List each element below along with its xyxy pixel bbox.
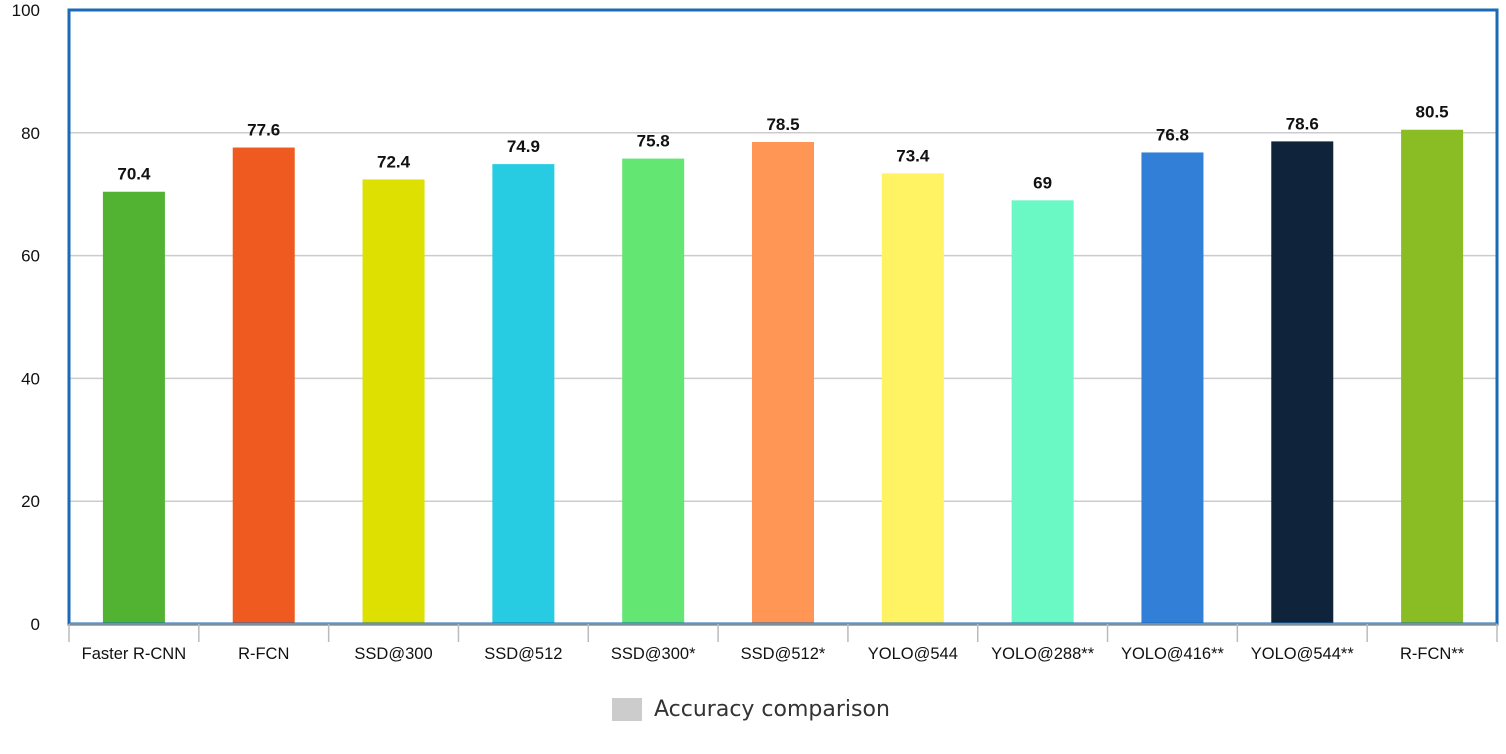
bar	[1011, 200, 1074, 624]
bar	[1141, 152, 1204, 624]
bar	[362, 179, 425, 625]
x-tick-label: R-FCN**	[1400, 645, 1465, 663]
x-tick-label: R-FCN	[238, 645, 289, 663]
data-label: 80.5	[1416, 103, 1449, 122]
data-label: 70.4	[117, 165, 151, 184]
y-tick-label: 40	[21, 369, 40, 388]
bar	[492, 164, 555, 624]
bar	[232, 147, 295, 624]
bar	[1271, 141, 1334, 624]
x-tick-label: SSD@300	[354, 645, 432, 663]
x-tick-label: SSD@512	[484, 645, 562, 663]
x-axis-ticks	[68, 624, 1498, 642]
bar	[102, 191, 165, 624]
x-tick-label: SSD@300*	[611, 645, 696, 663]
x-tick-label: YOLO@416**	[1121, 645, 1225, 663]
legend-label: Accuracy comparison	[654, 697, 890, 722]
bar	[1401, 129, 1464, 625]
bar-chart: 0 20 40 60 80 100 Faster R-CNN R-FCN SSD@300 SSD…	[12, 1, 1499, 663]
data-label: 72.4	[377, 152, 411, 171]
data-labels: 70.4 77.6 72.4 74.9 75.8 78.5 73.4 69 76.8 78.6 80…	[117, 103, 1448, 193]
data-label: 75.8	[637, 132, 670, 151]
x-tick-label: YOLO@544**	[1251, 645, 1355, 663]
data-label: 69	[1033, 173, 1052, 192]
x-tick-label: YOLO@288**	[991, 645, 1095, 663]
legend: Accuracy comparison	[612, 697, 890, 722]
legend-swatch	[612, 698, 642, 721]
y-tick-label: 60	[21, 247, 40, 266]
y-tick-label: 100	[12, 1, 40, 20]
data-label: 77.6	[247, 121, 280, 140]
x-tick-label: Faster R-CNN	[82, 645, 187, 663]
bar	[622, 158, 685, 624]
x-axis-tick-labels: Faster R-CNN R-FCN SSD@300 SSD@512 SSD@300* S…	[82, 645, 1465, 663]
y-tick-label: 80	[21, 124, 40, 143]
y-axis-tick-labels: 0 20 40 60 80 100	[12, 1, 40, 634]
bar	[752, 142, 814, 624]
data-label: 73.4	[896, 146, 930, 165]
y-tick-label: 20	[21, 492, 40, 511]
data-label: 78.5	[766, 115, 799, 134]
data-label: 76.8	[1156, 125, 1189, 144]
bars	[102, 129, 1464, 625]
data-label: 78.6	[1286, 114, 1319, 133]
bar	[881, 173, 944, 624]
x-tick-label: SSD@512*	[741, 645, 826, 663]
x-tick-label: YOLO@544	[868, 645, 958, 663]
y-tick-label: 0	[31, 615, 40, 634]
data-label: 74.9	[507, 137, 540, 156]
